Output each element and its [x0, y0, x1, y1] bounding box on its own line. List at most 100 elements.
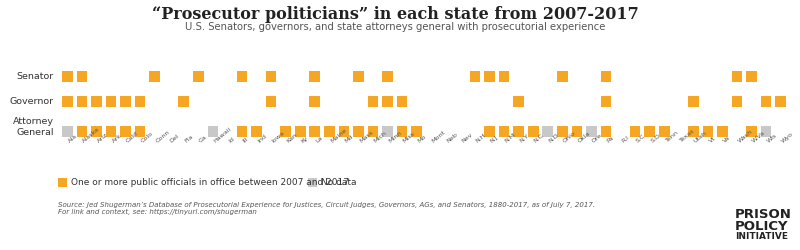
Text: Neb: Neb — [446, 132, 459, 144]
Bar — [470, 71, 480, 82]
Bar — [484, 71, 495, 82]
Bar — [237, 71, 247, 82]
Bar — [484, 126, 495, 137]
Bar — [310, 71, 320, 82]
Bar — [382, 126, 393, 137]
Text: N.J: N.J — [490, 134, 499, 144]
Text: Maine: Maine — [330, 128, 347, 144]
Text: R.I: R.I — [621, 135, 630, 144]
Text: Ala: Ala — [67, 134, 78, 144]
Text: Conn: Conn — [154, 129, 170, 144]
Bar — [338, 126, 350, 137]
Bar — [688, 126, 698, 137]
Bar — [557, 71, 568, 82]
Bar — [251, 126, 262, 137]
Text: Ky: Ky — [300, 135, 309, 144]
Text: PRISON: PRISON — [735, 208, 792, 221]
Bar — [120, 96, 131, 107]
Text: Utah: Utah — [694, 130, 708, 144]
Text: Attorney
General: Attorney General — [13, 117, 54, 137]
Text: La: La — [314, 135, 324, 144]
Bar — [77, 96, 87, 107]
Text: N.H: N.H — [475, 132, 487, 144]
Bar — [601, 71, 611, 82]
Text: Colo: Colo — [140, 131, 154, 144]
Text: Wyo: Wyo — [781, 131, 794, 144]
Bar — [659, 126, 670, 137]
Text: Miss: Miss — [402, 131, 416, 144]
Bar — [717, 126, 728, 137]
Text: Vt: Vt — [708, 136, 717, 144]
Bar — [761, 126, 771, 137]
Bar — [732, 71, 742, 82]
Bar — [295, 126, 306, 137]
Text: Minn: Minn — [387, 130, 402, 144]
Text: N.D: N.D — [548, 132, 560, 144]
Bar — [644, 126, 655, 137]
Text: Mont: Mont — [431, 130, 447, 144]
Text: POLICY: POLICY — [735, 220, 789, 233]
Bar — [237, 126, 247, 137]
Bar — [91, 126, 102, 137]
Text: Wis: Wis — [766, 133, 778, 144]
Bar — [368, 96, 378, 107]
Text: W.Va: W.Va — [752, 130, 766, 144]
Bar — [266, 71, 277, 82]
Bar — [586, 126, 597, 137]
Text: No data: No data — [321, 178, 357, 187]
Text: Texas: Texas — [678, 129, 695, 144]
Text: Hawaii: Hawaii — [213, 126, 233, 144]
Bar — [324, 126, 334, 137]
Bar — [77, 126, 87, 137]
Text: Nev: Nev — [461, 132, 473, 144]
Text: Del: Del — [170, 133, 181, 144]
Bar — [688, 96, 698, 107]
Text: Iowa: Iowa — [271, 130, 286, 144]
Bar — [150, 71, 160, 82]
Text: Governor: Governor — [10, 97, 54, 106]
Text: Ind: Ind — [257, 134, 267, 144]
Bar — [746, 71, 757, 82]
Bar — [761, 96, 771, 107]
Bar — [280, 126, 291, 137]
Text: Ore: Ore — [591, 132, 603, 144]
Bar — [382, 96, 393, 107]
Bar — [106, 126, 116, 137]
Bar — [353, 71, 364, 82]
Bar — [178, 96, 189, 107]
Bar — [601, 126, 611, 137]
Text: Ariz: Ariz — [97, 132, 109, 144]
Text: Mass: Mass — [358, 130, 374, 144]
Text: Ark: Ark — [111, 133, 122, 144]
Bar — [310, 126, 320, 137]
Bar — [498, 71, 510, 82]
Text: N.M: N.M — [504, 132, 517, 144]
Text: One or more public officials in office between 2007 and 2017: One or more public officials in office b… — [71, 178, 349, 187]
Bar — [62, 126, 73, 137]
Bar — [514, 96, 524, 107]
Bar — [382, 71, 393, 82]
Bar — [207, 126, 218, 137]
Text: Ga: Ga — [198, 134, 208, 144]
Text: Ohio: Ohio — [562, 130, 577, 144]
Bar — [498, 126, 510, 137]
Text: Source: Jed Shugerman’s Database of Prosecutorial Experience for Justices, Circu: Source: Jed Shugerman’s Database of Pros… — [58, 202, 595, 215]
Text: Pa: Pa — [606, 135, 615, 144]
Bar — [557, 126, 568, 137]
Text: Va: Va — [722, 135, 732, 144]
Bar — [193, 71, 204, 82]
Bar — [308, 178, 317, 187]
Text: Calif: Calif — [126, 131, 140, 144]
Text: Mo: Mo — [417, 134, 427, 144]
Bar — [134, 126, 146, 137]
Text: Id: Id — [227, 136, 235, 144]
Bar — [542, 126, 553, 137]
Text: “Prosecutor politicians” in each state from 2007-2017: “Prosecutor politicians” in each state f… — [152, 6, 638, 23]
Text: Ill: Ill — [242, 136, 250, 144]
Text: Okla: Okla — [577, 131, 591, 144]
Bar — [266, 96, 277, 107]
Bar — [353, 126, 364, 137]
Text: Wash: Wash — [737, 129, 754, 144]
Bar — [732, 96, 742, 107]
Text: U.S. Senators, governors, and state attorneys general with prosecutorial experie: U.S. Senators, governors, and state atto… — [185, 22, 605, 32]
